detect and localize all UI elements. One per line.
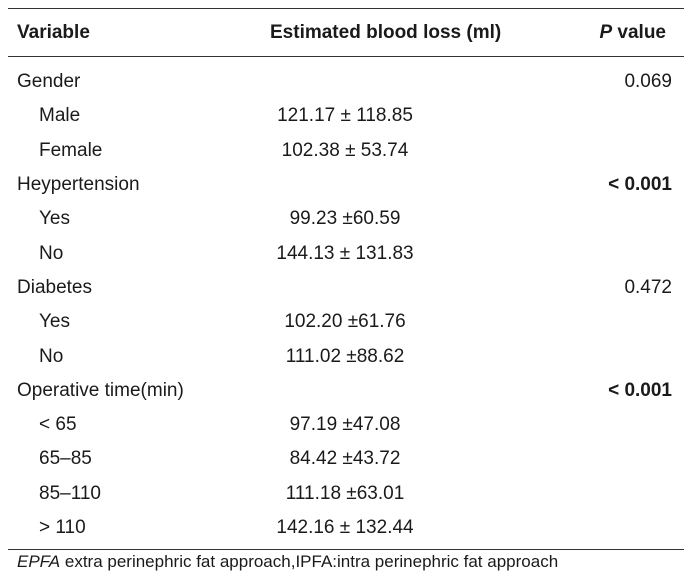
- table-row: Operative time(min) < 0.001: [8, 374, 684, 408]
- row-value-cell: 102.20 ±61.76: [270, 311, 570, 333]
- table-footnote: EPFA extra perinephric fat approach,IPFA…: [8, 552, 558, 572]
- row-value-cell: 84.42 ±43.72: [270, 448, 570, 470]
- row-label: < 65: [39, 414, 77, 436]
- footnote-abbr: EPFA: [17, 552, 61, 571]
- row-value-cell: 102.38 ± 53.74: [270, 140, 570, 162]
- table-body: Gender 0.069 Male 121.17 ± 118.85 Female 102.…: [8, 65, 684, 545]
- row-label: Yes: [39, 311, 70, 333]
- header-rule: [8, 56, 684, 57]
- header-variable: Variable: [17, 21, 90, 43]
- table-row: Female 102.38 ± 53.74: [8, 134, 684, 168]
- table-row: Yes 99.23 ±60.59: [8, 202, 684, 236]
- row-label: Diabetes: [17, 276, 92, 298]
- table-row: Gender 0.069: [8, 65, 684, 99]
- row-blood-loss: 99.23 ±60.59: [289, 208, 401, 230]
- row-p-value: 0.472: [624, 276, 672, 298]
- row-blood-loss: 102.20 ±61.76: [284, 311, 406, 333]
- row-value-cell: 111.18 ±63.01: [270, 483, 570, 505]
- table-row: 85–110 111.18 ±63.01: [8, 477, 684, 511]
- row-label: Female: [39, 139, 103, 161]
- row-blood-loss: 142.16 ± 132.44: [276, 517, 414, 538]
- table-header: Variable Estimated blood loss (ml) P val…: [8, 9, 684, 56]
- row-p-value: < 0.001: [608, 174, 672, 196]
- table-row: Heypertension < 0.001: [8, 168, 684, 202]
- row-label: No: [39, 242, 64, 264]
- row-blood-loss: 111.18 ±63.01: [285, 482, 405, 504]
- row-blood-loss: 121.17 ± 118.85: [277, 105, 413, 127]
- footnote-text: extra perinephric fat approach,IPFA:intr…: [60, 552, 559, 571]
- table-row: Yes 102.20 ±61.76: [8, 305, 684, 339]
- header-p-value: P value: [570, 22, 684, 44]
- table-row: No 111.02 ±88.62: [8, 339, 684, 373]
- row-value-cell: 142.16 ± 132.44: [270, 517, 570, 539]
- header-p-rest: value: [612, 21, 666, 43]
- row-value-cell: [270, 277, 570, 299]
- row-blood-loss: 111.02 ±88.62: [285, 345, 405, 367]
- header-p-italic: P: [599, 21, 613, 43]
- row-label: Heypertension: [17, 174, 140, 196]
- row-blood-loss: 97.19 ±47.08: [289, 414, 401, 436]
- row-p-value: < 0.001: [608, 379, 672, 401]
- row-label: 65–85: [39, 448, 92, 470]
- row-label: Male: [39, 105, 81, 127]
- blood-loss-table: Variable Estimated blood loss (ml) P val…: [8, 0, 684, 551]
- header-blood-loss: Estimated blood loss (ml): [270, 21, 502, 43]
- row-label: No: [39, 345, 64, 367]
- row-label: Yes: [39, 208, 70, 230]
- table-row: > 110 142.16 ± 132.44: [8, 511, 684, 545]
- table-row: No 144.13 ± 131.83: [8, 236, 684, 270]
- row-value-cell: 121.17 ± 118.85: [270, 105, 570, 127]
- row-blood-loss: 144.13 ± 131.83: [276, 242, 414, 264]
- row-value-cell: [270, 71, 570, 93]
- row-label: 85–110: [39, 482, 101, 504]
- row-label: > 110: [39, 517, 86, 538]
- row-value-cell: [270, 174, 570, 196]
- row-label: Operative time(min): [17, 379, 184, 401]
- row-value-cell: 97.19 ±47.08: [270, 414, 570, 436]
- row-p-value: 0.069: [624, 71, 672, 93]
- row-value-cell: 99.23 ±60.59: [270, 208, 570, 230]
- row-value-cell: [270, 380, 570, 402]
- table-row: 65–85 84.42 ±43.72: [8, 442, 684, 476]
- row-value-cell: 111.02 ±88.62: [270, 346, 570, 368]
- table-row: Diabetes 0.472: [8, 271, 684, 305]
- bottom-rule: [8, 549, 684, 551]
- row-blood-loss: 84.42 ±43.72: [289, 448, 401, 470]
- table-row: Male 121.17 ± 118.85: [8, 99, 684, 133]
- table-row: < 65 97.19 ±47.08: [8, 408, 684, 442]
- row-value-cell: 144.13 ± 131.83: [270, 243, 570, 265]
- row-label: Gender: [17, 71, 81, 93]
- top-rule: [8, 8, 684, 9]
- row-blood-loss: 102.38 ± 53.74: [281, 139, 409, 161]
